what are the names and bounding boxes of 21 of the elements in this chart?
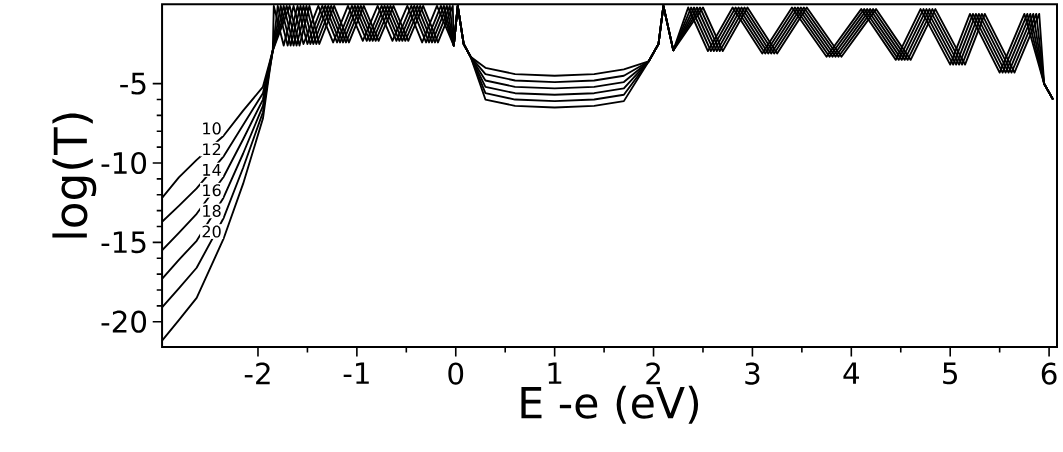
x-tick-label: 6 bbox=[1041, 362, 1057, 385]
y-tick-label: -10 bbox=[101, 151, 147, 175]
series-label: 20 bbox=[202, 225, 221, 238]
x-tick-label: 1 bbox=[548, 362, 562, 384]
x-tick-label: -1 bbox=[343, 362, 369, 384]
x-tick-label: 3 bbox=[745, 362, 760, 385]
y-tick-label: -20 bbox=[101, 310, 147, 333]
y-axis-title: log(T) bbox=[52, 113, 97, 238]
series-label: 16 bbox=[203, 184, 221, 197]
series-label: 12 bbox=[203, 143, 221, 156]
series-label: 18 bbox=[203, 204, 221, 217]
x-tick-label: 0 bbox=[448, 362, 464, 385]
x-axis-title: E -e (eV) bbox=[521, 385, 699, 424]
x-tick-label: 4 bbox=[843, 362, 859, 384]
y-tick-label: -15 bbox=[101, 231, 146, 254]
x-tick-label: 5 bbox=[943, 362, 957, 385]
y-tick-label: -5 bbox=[120, 72, 146, 95]
series-label: 14 bbox=[203, 163, 221, 176]
x-tick-label: 2 bbox=[646, 362, 660, 385]
x-tick-label: -2 bbox=[244, 362, 270, 385]
series-label: 10 bbox=[203, 122, 221, 135]
